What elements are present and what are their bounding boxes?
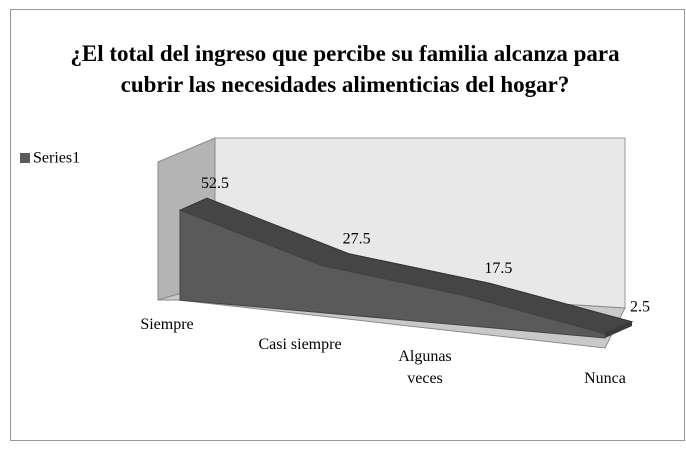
chart-title: ¿El total del ingreso que percibe su fam… (70, 41, 620, 97)
x-tick-label: Algunas veces (398, 348, 452, 387)
x-tick-label: Nunca (584, 370, 626, 387)
data-label: 52.5 (201, 175, 229, 192)
data-label: 27.5 (343, 230, 371, 247)
x-tick-label: Casi siempre (258, 336, 342, 353)
data-label: 17.5 (484, 260, 512, 277)
legend-swatch (20, 153, 30, 163)
area-end (605, 321, 632, 338)
legend-label: Series1 (33, 150, 80, 167)
x-tick-label: Siempre (140, 316, 194, 333)
data-label: 2.5 (630, 298, 650, 315)
